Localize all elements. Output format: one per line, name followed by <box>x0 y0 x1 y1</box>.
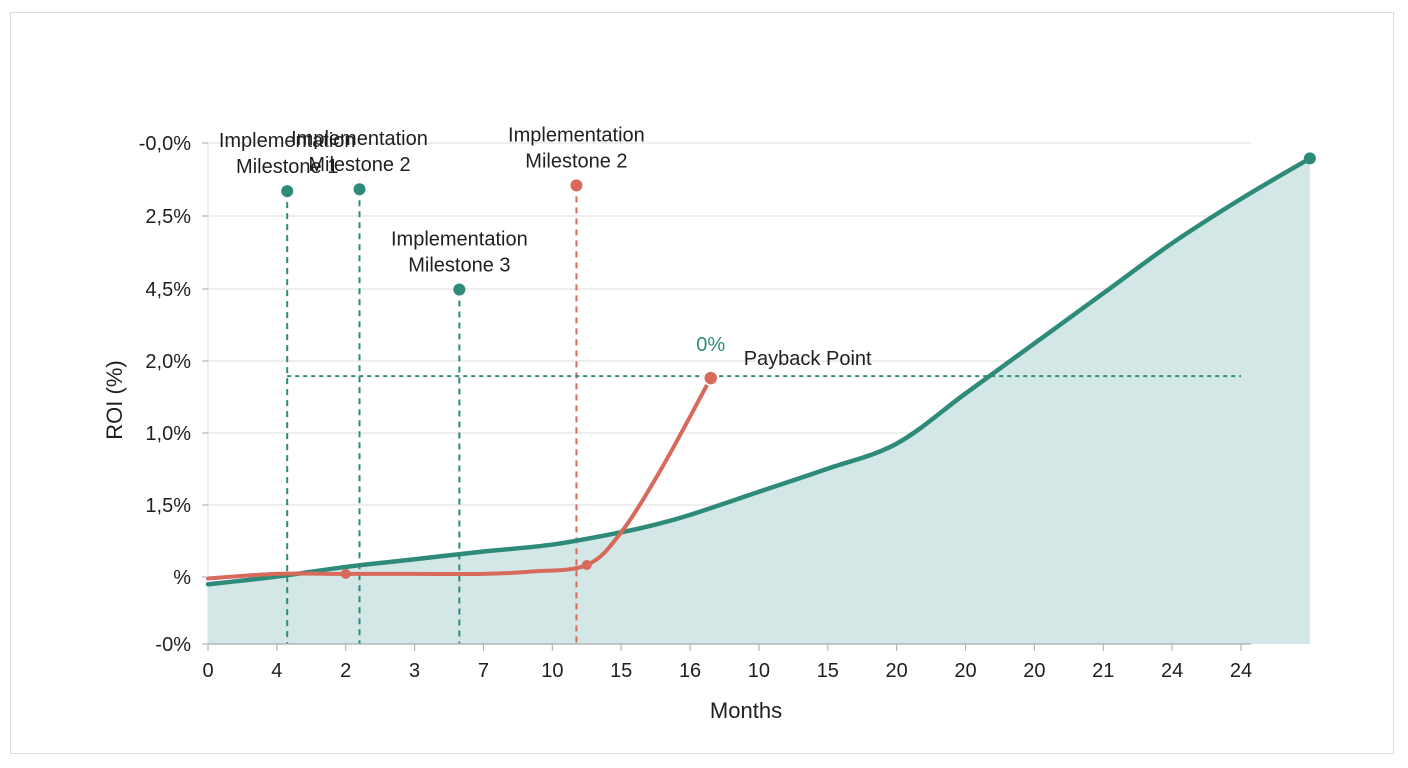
primary-series-area <box>208 158 1310 644</box>
x-tick-label: 4 <box>271 660 282 682</box>
y-tick-label: 2,0% <box>145 351 191 373</box>
secondary-point-marker <box>340 568 351 579</box>
y-tick-label: -0% <box>155 634 191 656</box>
x-tick-label: 20 <box>1023 660 1045 682</box>
milestone-marker <box>281 185 294 198</box>
milestone-label-line1: Implementation <box>508 124 645 146</box>
secondary-point-marker <box>581 559 592 570</box>
milestone-label-line1: Implementation <box>391 228 528 250</box>
milestone-label-line1: Implementation <box>291 128 428 150</box>
primary-series-line <box>205 156 1313 587</box>
milestone-label-line2: Milestone 2 <box>308 154 410 176</box>
y-tick-label: % <box>173 567 191 589</box>
data-markers <box>281 152 1316 579</box>
x-tick-label: 24 <box>1230 660 1252 682</box>
x-tick-label: 16 <box>679 660 701 682</box>
y-axis-title: ROI (%) <box>102 360 127 439</box>
milestone-marker <box>453 283 466 296</box>
milestone-label-line2: Milestone 2 <box>525 150 627 172</box>
milestone-marker <box>353 183 366 196</box>
payback-value-label: 0% <box>696 334 725 356</box>
y-tick-label: 1,0% <box>145 423 191 445</box>
milestone-label-line1: Implementation <box>219 130 356 152</box>
y-axis-ticks: -0,0% 2,5% 4,5% 2,0% 1,0% 1,5%% -0% <box>139 133 208 656</box>
x-tick-label: 10 <box>541 660 563 682</box>
end-point-marker <box>1303 152 1316 165</box>
x-tick-label: 0 <box>202 660 213 682</box>
x-tick-label: 20 <box>954 660 976 682</box>
x-tick-label: 24 <box>1161 660 1183 682</box>
y-tick-label: 1,5% <box>145 495 191 517</box>
x-tick-label: 15 <box>610 660 632 682</box>
milestone-label-line2: Milestone 3 <box>408 254 510 276</box>
x-tick-label: 15 <box>817 660 839 682</box>
payback-point-marker <box>702 370 719 386</box>
milestone-label-line2: Milestone 1 <box>236 156 338 178</box>
x-axis-title: Months <box>710 698 782 723</box>
x-axis-ticks: 0 4 2 3 7 10 15 16 10 15 20 20 20 21 24 24 <box>202 644 1252 682</box>
x-tick-label: 3 <box>409 660 420 682</box>
x-tick-label: 2 <box>340 660 351 682</box>
payback-point-label: Payback Point <box>744 348 872 370</box>
milestone-marker <box>570 179 583 192</box>
x-tick-label: 10 <box>748 660 770 682</box>
x-tick-label: 20 <box>886 660 908 682</box>
y-tick-label: -0,0% <box>139 133 191 155</box>
y-tick-label: 2,5% <box>145 206 191 228</box>
x-tick-label: 7 <box>478 660 489 682</box>
secondary-series-line <box>206 376 713 581</box>
milestone-guides <box>286 185 1241 644</box>
y-tick-label: 4,5% <box>145 279 191 301</box>
x-tick-label: 21 <box>1092 660 1114 682</box>
